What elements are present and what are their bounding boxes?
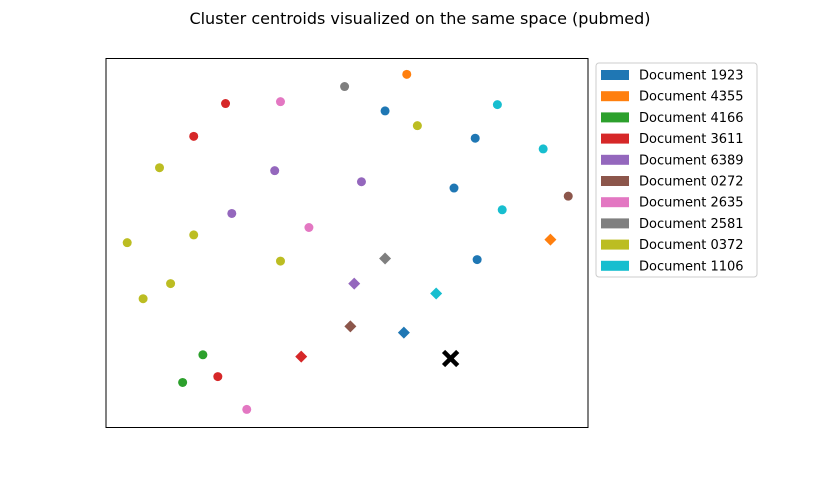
scatter-point-s9-p2 [497, 205, 507, 215]
scatter-point-s4-p1 [356, 177, 366, 187]
scatter-point-s8-p5 [166, 279, 176, 289]
plot-marks [122, 69, 573, 414]
legend-label-5: Document 0272 [639, 175, 744, 190]
legend-label-7: Document 2581 [639, 217, 744, 232]
legend-label-8: Document 0372 [639, 238, 744, 253]
centroid-marker-s1 [544, 233, 557, 246]
scatter-point-s8-p2 [189, 230, 199, 240]
plot-frame [105, 58, 589, 428]
scatter-point-s0-p0 [380, 106, 390, 116]
scatter-point-s6-p1 [304, 223, 314, 233]
scatter-point-s9-p0 [492, 100, 502, 110]
scatter-point-s0-p2 [449, 183, 459, 193]
scatter-point-s5-p0 [563, 191, 573, 201]
scatter-point-s3-p0 [221, 99, 231, 109]
query-x-marker [441, 349, 460, 368]
legend-label-4: Document 6389 [639, 153, 744, 168]
scatter-point-s7-p0 [340, 82, 350, 92]
legend-swatch-7 [601, 218, 629, 229]
centroid-marker-s5 [344, 320, 357, 333]
legend-swatch-2 [601, 112, 629, 123]
legend-label-0: Document 1923 [639, 69, 744, 84]
legend-label-1: Document 4355 [639, 90, 744, 105]
chart-title: Cluster centroids visualized on the same… [189, 9, 650, 28]
legend-label-2: Document 4166 [639, 111, 744, 126]
centroid-marker-s7 [379, 252, 392, 265]
scatter-point-s1-p0 [402, 69, 412, 79]
scatter-point-s6-p0 [275, 97, 285, 107]
legend-swatch-0 [601, 70, 629, 80]
legend-box [595, 62, 758, 278]
legend-swatch-8 [601, 239, 629, 250]
scatter-point-s6-p2 [242, 404, 252, 414]
legend-label-6: Document 2635 [639, 196, 744, 211]
scatter-point-s4-p0 [270, 166, 280, 176]
scatter-point-s8-p6 [138, 294, 148, 304]
centroid-marker-s4 [348, 277, 361, 290]
scatter-point-s8-p0 [412, 121, 422, 131]
scatter-point-s0-p1 [470, 133, 480, 143]
legend-swatch-9 [601, 260, 629, 271]
scatter-point-s3-p1 [189, 131, 199, 141]
legend-swatch-4 [601, 154, 629, 165]
scatter-point-s3-p2 [213, 372, 223, 382]
centroid-marker-s9 [430, 287, 443, 300]
scatter-point-s2-p1 [178, 377, 188, 387]
legend-label-3: Document 3611 [639, 132, 744, 147]
legend: Document 1923 Document 4355 Document 4166 D… [595, 62, 758, 278]
scatter-point-s9-p1 [538, 144, 548, 154]
scatter-point-s4-p2 [227, 208, 237, 218]
legend-swatch-1 [601, 91, 629, 102]
scatter-point-s0-p3 [472, 255, 482, 265]
centroid-marker-s0 [397, 326, 410, 339]
legend-label-9: Document 1106 [639, 259, 744, 274]
scatter-point-s8-p4 [275, 256, 285, 266]
legend-swatch-3 [601, 133, 629, 144]
scatter-point-s8-p1 [155, 163, 165, 173]
centroid-marker-s3 [295, 350, 308, 363]
legend-swatch-5 [601, 176, 629, 186]
legend-swatch-6 [601, 197, 629, 208]
scatter-point-s8-p3 [122, 238, 132, 248]
scatter-point-s2-p0 [198, 350, 208, 360]
